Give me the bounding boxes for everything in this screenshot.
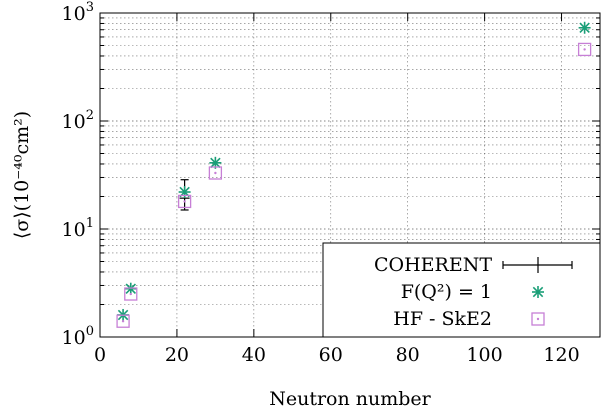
fq2-point (178, 186, 191, 199)
x-axis-label: Neutron number (269, 388, 431, 410)
square-dot (121, 320, 125, 323)
hf-ske2-point (208, 166, 223, 180)
y-axis-label: ⟨σ⟩(10⁻⁴⁰cm²) (11, 111, 33, 239)
y-tick-label: 102 (62, 108, 94, 133)
legend-label-coherent: COHERENT (374, 254, 492, 276)
x-tick-label: 40 (242, 344, 266, 366)
fq2-point (578, 21, 591, 34)
x-tick-label: 0 (94, 344, 106, 366)
square-dot (536, 317, 540, 321)
x-tick-label: 100 (466, 344, 502, 366)
asterisk-stroke (579, 22, 590, 34)
square-outline (531, 312, 545, 326)
legend-label-hf-ske2: HF - SkE2 (393, 308, 492, 330)
square-outline (177, 194, 192, 209)
x-tick-label: 60 (319, 344, 343, 366)
legend-marker-hf-ske2 (531, 312, 545, 326)
legend-markers (502, 257, 573, 326)
y-tick-label: 103 (62, 0, 94, 25)
x-tick-label: 20 (165, 344, 189, 366)
square-outline (124, 287, 138, 301)
square-dot (183, 200, 186, 203)
square-outline (116, 314, 130, 328)
fq2-point (124, 282, 137, 295)
legend-marker-fq2 (532, 286, 544, 298)
x-tick-label: 120 (543, 344, 579, 366)
square-dot (214, 171, 217, 175)
hf-ske2-point (124, 287, 138, 301)
square-outline (208, 166, 223, 180)
y-tick-label: 100 (62, 324, 94, 349)
legend-label-fq2: F(Q²) = 1 (401, 281, 492, 303)
y-tick-label: 101 (62, 216, 94, 241)
x-tick-label: 80 (396, 344, 420, 366)
square-dot (583, 48, 586, 51)
hf-ske2-point (577, 42, 592, 57)
square-outline (577, 42, 592, 57)
asterisk-stroke (532, 286, 544, 298)
tick-labels: 0 20 40 60 80 100 120 100 101 102 103 (62, 0, 580, 366)
hf-ske2-point (177, 194, 192, 209)
legend-box (322, 242, 601, 338)
asterisk-stroke (210, 157, 221, 169)
square-dot (129, 292, 132, 296)
legend: COHERENT F(Q²) = 1 HF - SkE2 (322, 242, 601, 338)
hf-ske2-point (116, 314, 130, 328)
data-points (116, 21, 592, 328)
asterisk-stroke (125, 283, 137, 294)
